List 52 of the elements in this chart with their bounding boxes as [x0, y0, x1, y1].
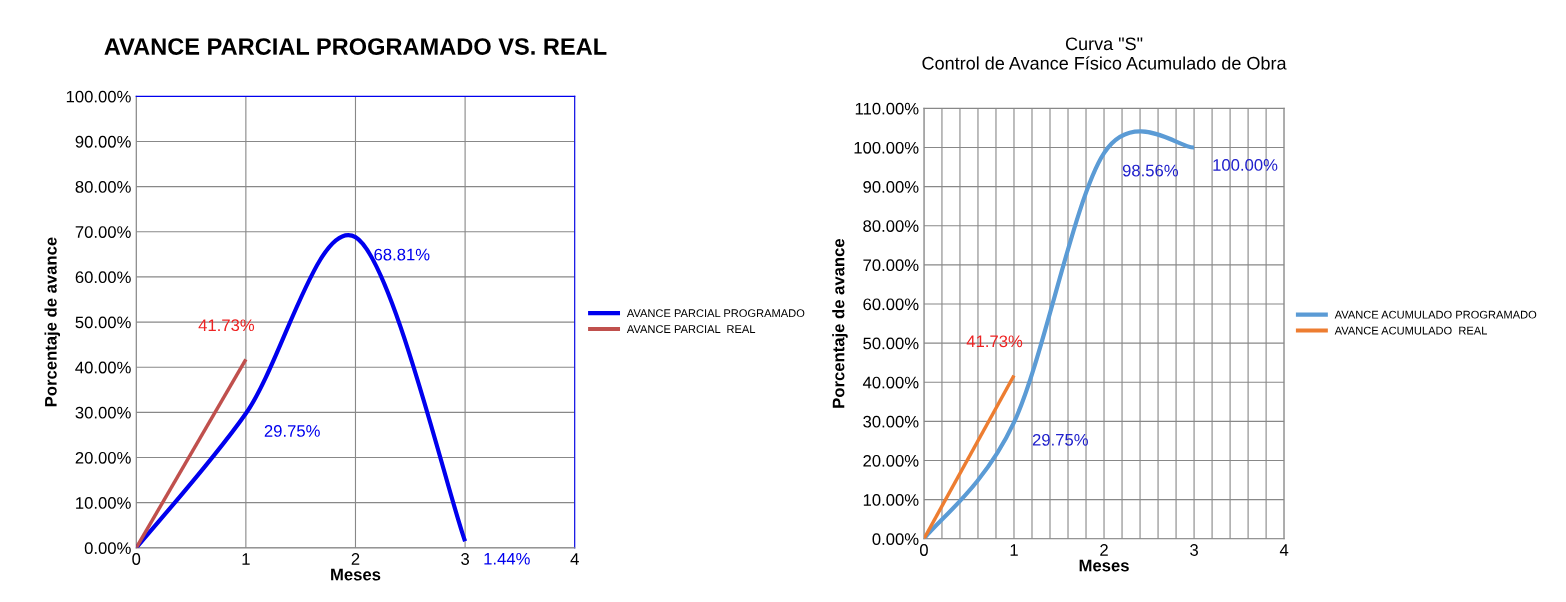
y-tick-label: 60.00% [75, 271, 131, 284]
y-axis-title: Porcentaje de avance [832, 238, 848, 408]
x-tick-label: 2 [351, 553, 360, 565]
x-axis-title: Meses [1079, 559, 1129, 572]
y-tick-label: 20.00% [863, 454, 919, 467]
legend-label: AVANCE PARCIAL PROGRAMADO [626, 309, 805, 318]
y-tick-label: 20.00% [75, 451, 131, 464]
x-tick-label: 2 [1100, 544, 1108, 556]
data-label: 100.00% [1213, 159, 1278, 171]
y-axis-title: Porcentaje de avance [44, 237, 61, 407]
x-axis-title: Meses [331, 568, 381, 581]
x-tick-label: 0 [132, 553, 141, 565]
y-tick-label: 40.00% [862, 376, 919, 389]
legend-label: AVANCE ACUMULADO REAL [1334, 326, 1488, 335]
y-tick-label: 80.00% [863, 220, 919, 232]
x-tick-label: 0 [919, 544, 928, 556]
data-label: 1.44% [484, 552, 530, 565]
x-tick-label: 3 [461, 553, 469, 565]
y-tick-label: 10.00% [863, 494, 919, 506]
x-tick-label: 1 [242, 553, 250, 565]
data-label: 29.75% [264, 425, 320, 437]
y-tick-label: 40.00% [75, 361, 131, 374]
y-tick-label: 70.00% [863, 259, 919, 272]
y-tick-label: 100.00% [854, 141, 919, 154]
y-tick-label: 0.00% [84, 542, 131, 555]
y-tick-label: 60.00% [863, 298, 919, 311]
y-tick-label: 100.00% [66, 90, 131, 103]
chart-title: AVANCE PARCIAL PROGRAMADO VS. REAL [104, 38, 607, 55]
x-tick-label: 4 [1279, 544, 1289, 556]
data-label: 41.73% [198, 319, 255, 332]
data-label: 98.56% [1122, 164, 1179, 177]
y-tick-label: 90.00% [75, 135, 131, 148]
y-tick-label: 90.00% [863, 181, 919, 193]
data-label: 68.81% [374, 248, 430, 261]
data-label: 29.75% [1032, 433, 1088, 446]
y-tick-label: 70.00% [75, 226, 131, 238]
legend-label: AVANCE PARCIAL REAL [626, 325, 756, 334]
chart-subtitle: Control de Avance Físico Acumulado de Obra [922, 56, 1287, 70]
x-tick-label: 3 [1190, 544, 1198, 556]
y-tick-label: 30.00% [75, 406, 131, 419]
chart-title: Curva "S" [1065, 37, 1143, 51]
y-tick-label: 110.00% [855, 102, 919, 115]
y-tick-label: 30.00% [863, 415, 919, 428]
y-tick-label: 80.00% [75, 181, 131, 193]
y-tick-label: 50.00% [863, 337, 919, 350]
x-tick-label: 1 [1010, 544, 1018, 556]
x-tick-label: 4 [570, 553, 579, 565]
y-tick-label: 50.00% [75, 316, 131, 329]
y-tick-label: 10.00% [76, 497, 131, 509]
y-tick-label: 0.00% [872, 533, 919, 545]
legend-label: AVANCE ACUMULADO PROGRAMADO [1334, 310, 1537, 319]
data-label: 41.73% [966, 335, 1023, 348]
